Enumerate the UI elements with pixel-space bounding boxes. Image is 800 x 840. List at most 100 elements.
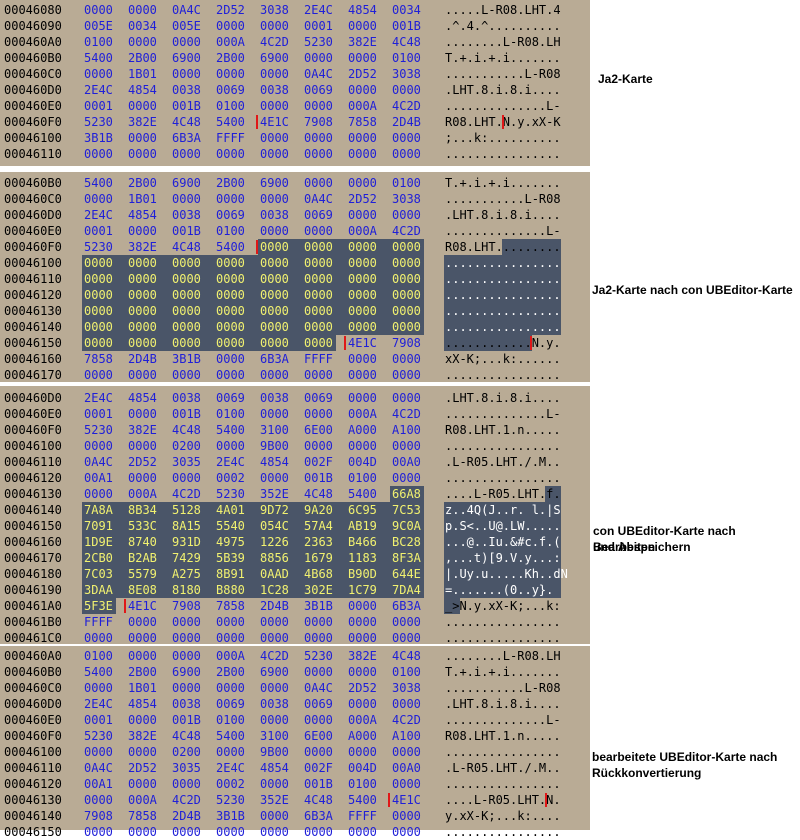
hex-word[interactable]: 0000 — [216, 288, 245, 302]
hex-word[interactable]: 0200 — [172, 745, 201, 759]
hex-word[interactable]: 00A1 — [84, 471, 113, 485]
hex-word[interactable]: 002F — [304, 455, 333, 469]
hex-word[interactable]: 4854 — [128, 208, 157, 222]
hex-word[interactable]: 533C — [128, 519, 157, 533]
hex-word[interactable]: 0100 — [216, 407, 245, 421]
hex-word[interactable]: 0000 — [260, 368, 289, 382]
hex-word[interactable]: 0000 — [348, 665, 377, 679]
hex-word[interactable]: 0000 — [392, 352, 421, 366]
hex-ascii[interactable]: .L-R05.LHT./.M.. — [445, 455, 561, 469]
hex-word[interactable]: 0000 — [172, 649, 201, 663]
hex-word[interactable]: 0000 — [172, 67, 201, 81]
hex-word[interactable]: 0001 — [84, 713, 113, 727]
hex-word[interactable]: 4854 — [348, 3, 377, 17]
hex-word[interactable]: 66A8 — [392, 487, 421, 501]
hex-word[interactable]: 0001 — [84, 407, 113, 421]
hex-word[interactable]: 0000 — [392, 304, 421, 318]
hex-word[interactable]: 0000 — [304, 825, 333, 839]
hex-word[interactable]: 7858 — [128, 809, 157, 823]
hex-ascii[interactable]: T.+.i.+.i....... — [445, 176, 561, 190]
hex-word[interactable]: 0100 — [392, 51, 421, 65]
hex-word[interactable]: 0100 — [84, 649, 113, 663]
hex-ascii[interactable]: =.......(0..y}. — [445, 583, 554, 597]
hex-word[interactable]: 001B — [392, 19, 421, 33]
hex-ascii[interactable]: ................ — [445, 439, 561, 453]
hex-ascii[interactable]: R08.LHT......... — [445, 240, 561, 254]
hex-word[interactable]: 6900 — [260, 665, 289, 679]
hex-word[interactable]: 4E1C — [392, 793, 421, 807]
hex-word[interactable]: 0000 — [128, 288, 157, 302]
hex-word[interactable]: 0000 — [348, 825, 377, 839]
hex-word[interactable]: 0000 — [304, 272, 333, 286]
hex-ascii[interactable]: ............N.y. — [445, 336, 561, 350]
hex-word[interactable]: 0000 — [84, 192, 113, 206]
hex-word[interactable]: 0000 — [392, 131, 421, 145]
hex-word[interactable]: FFFF — [348, 809, 377, 823]
hex-word[interactable]: 9D72 — [260, 503, 289, 517]
hex-word[interactable]: 0000 — [172, 192, 201, 206]
hex-word[interactable]: 4C2D — [392, 713, 421, 727]
hex-word[interactable]: 382E — [348, 35, 377, 49]
hex-word[interactable]: 7429 — [172, 551, 201, 565]
hex-word[interactable]: 0100 — [84, 35, 113, 49]
hex-ascii[interactable]: .LHT.8.i.8.i.... — [445, 391, 561, 405]
hex-word[interactable]: 644E — [392, 567, 421, 581]
hex-word[interactable]: 2B00 — [216, 665, 245, 679]
hex-ascii[interactable]: ................ — [445, 147, 561, 161]
hex-word[interactable]: 5128 — [172, 503, 201, 517]
hex-word[interactable]: 0000 — [348, 147, 377, 161]
hex-word[interactable]: 2D4B — [392, 115, 421, 129]
hex-word[interactable]: 0000 — [348, 19, 377, 33]
hex-word[interactable]: 001B — [172, 713, 201, 727]
hex-word[interactable]: 0A4C — [172, 3, 201, 17]
hex-ascii[interactable]: .LHT.8.i.8.i.... — [445, 697, 561, 711]
hex-word[interactable]: 0000 — [304, 713, 333, 727]
hex-word[interactable]: 0000 — [84, 439, 113, 453]
hex-word[interactable]: 6900 — [172, 665, 201, 679]
hex-word[interactable]: 3038 — [260, 3, 289, 17]
hex-word[interactable]: FFFF — [84, 615, 113, 629]
hex-word[interactable]: 6900 — [260, 51, 289, 65]
hex-word[interactable]: 4975 — [216, 535, 245, 549]
hex-word[interactable]: 7C53 — [392, 503, 421, 517]
hex-word[interactable]: 0000 — [260, 320, 289, 334]
hex-word[interactable]: A100 — [392, 729, 421, 743]
hex-word[interactable]: 4C48 — [172, 729, 201, 743]
hex-word[interactable]: 0000 — [348, 51, 377, 65]
hex-word[interactable]: 0002 — [216, 471, 245, 485]
hex-word[interactable]: 5230 — [216, 487, 245, 501]
hex-word[interactable]: 0000 — [216, 825, 245, 839]
hex-word[interactable]: 0000 — [392, 471, 421, 485]
hex-word[interactable]: 0000 — [304, 51, 333, 65]
hex-word[interactable]: 0000 — [260, 336, 289, 350]
hex-word[interactable]: 1183 — [348, 551, 377, 565]
hex-word[interactable]: 0000 — [304, 665, 333, 679]
hex-word[interactable]: 0000 — [128, 777, 157, 791]
hex-word[interactable]: 0034 — [128, 19, 157, 33]
hex-ascii[interactable]: ...........L-R08 — [445, 67, 561, 81]
hex-word[interactable]: 4C2D — [392, 407, 421, 421]
hex-word[interactable]: 0000 — [348, 599, 377, 613]
hex-word[interactable]: 4E1C — [348, 336, 377, 350]
hex-word[interactable]: 5400 — [84, 176, 113, 190]
hex-word[interactable]: 0000 — [84, 272, 113, 286]
hex-word[interactable]: 0038 — [260, 391, 289, 405]
hex-word[interactable]: 0000 — [84, 368, 113, 382]
hex-word[interactable]: 0000 — [84, 288, 113, 302]
hex-word[interactable]: 0100 — [216, 224, 245, 238]
hex-word[interactable]: 7858 — [216, 599, 245, 613]
hex-word[interactable]: 5579 — [128, 567, 157, 581]
hex-word[interactable]: 2B00 — [128, 51, 157, 65]
hex-word[interactable]: 0000 — [84, 487, 113, 501]
hex-ascii[interactable]: ................ — [445, 825, 561, 839]
hex-word[interactable]: 4C48 — [392, 649, 421, 663]
hex-word[interactable]: 0000 — [260, 681, 289, 695]
hex-word[interactable]: 0000 — [260, 256, 289, 270]
hex-word[interactable]: 0001 — [304, 19, 333, 33]
hex-word[interactable]: 5B39 — [216, 551, 245, 565]
hex-ascii[interactable]: ;...k:.......... — [445, 131, 561, 145]
hex-word[interactable]: 4E1C — [128, 599, 157, 613]
hex-word[interactable]: 0100 — [216, 99, 245, 113]
hex-ascii[interactable]: ................ — [445, 615, 561, 629]
hex-ascii[interactable]: ...@..Iu.&#c.f.( — [445, 535, 561, 549]
